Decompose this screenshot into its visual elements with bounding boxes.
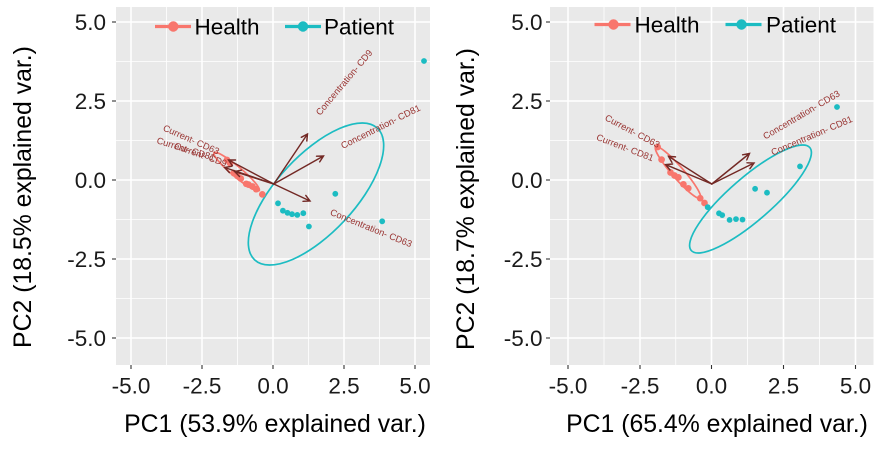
svg-text:5.0: 5.0 [75,10,106,35]
svg-text:Patient: Patient [766,13,837,38]
svg-text:PC2 (18.7% explained var.): PC2 (18.7% explained var.) [453,48,480,350]
svg-text:5.0: 5.0 [840,374,871,399]
svg-text:Patient: Patient [324,15,395,40]
svg-text:0.0: 0.0 [511,168,542,193]
svg-text:-2.5: -2.5 [621,374,660,399]
svg-text:PC1 (53.9% explained var.): PC1 (53.9% explained var.) [124,411,426,438]
svg-text:5.0: 5.0 [399,374,430,399]
svg-text:-2.5: -2.5 [504,247,543,272]
svg-text:Health: Health [635,13,700,38]
svg-text:0.0: 0.0 [75,168,106,193]
svg-text:0.0: 0.0 [257,374,288,399]
svg-text:Health: Health [195,15,260,40]
svg-text:-5.0: -5.0 [112,374,151,399]
svg-text:2.5: 2.5 [328,374,359,399]
svg-text:2.5: 2.5 [511,89,542,114]
svg-text:-5.0: -5.0 [504,326,543,351]
svg-text:PC2 (18.5% explained var.): PC2 (18.5% explained var.) [10,46,37,348]
svg-text:2.5: 2.5 [768,374,799,399]
svg-text:-5.0: -5.0 [67,326,106,351]
svg-text:-2.5: -2.5 [67,247,106,272]
svg-text:-5.0: -5.0 [549,374,588,399]
svg-text:-2.5: -2.5 [183,374,222,399]
svg-text:PC1 (65.4% explained var.): PC1 (65.4% explained var.) [566,411,868,438]
svg-text:2.5: 2.5 [75,89,106,114]
svg-text:0.0: 0.0 [696,374,727,399]
svg-text:5.0: 5.0 [511,10,542,35]
